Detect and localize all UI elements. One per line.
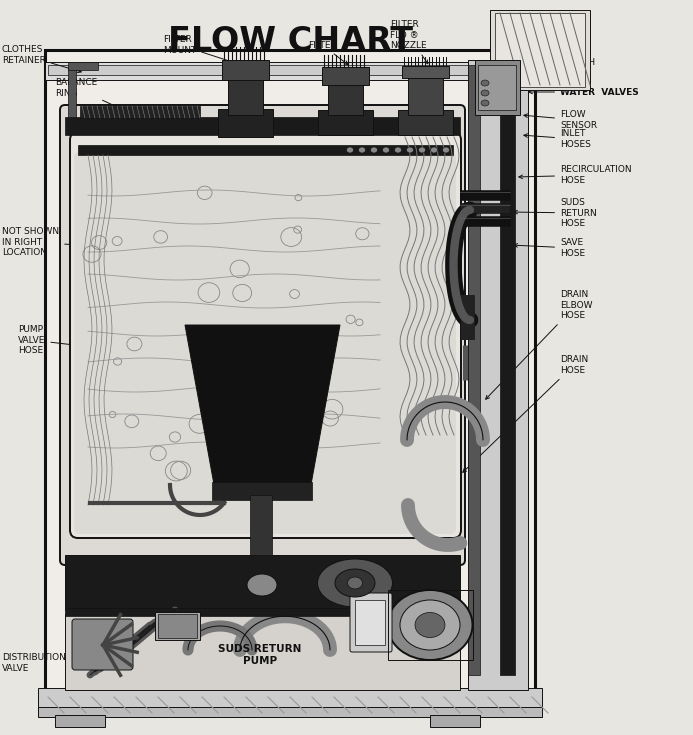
Bar <box>228 75 263 115</box>
Text: FILTER: FILTER <box>308 40 348 65</box>
Bar <box>495 13 585 87</box>
Ellipse shape <box>415 612 445 637</box>
Ellipse shape <box>347 577 362 589</box>
Ellipse shape <box>419 147 426 153</box>
Bar <box>475 60 520 115</box>
Bar <box>38 688 542 710</box>
Text: DIAPHRAGM
VALVE: DIAPHRAGM VALVE <box>110 617 174 637</box>
Ellipse shape <box>481 90 489 96</box>
Bar <box>430 715 480 727</box>
Bar <box>490 10 590 90</box>
Bar <box>55 715 105 727</box>
Text: SAVE
HOSE: SAVE HOSE <box>514 238 585 258</box>
Bar <box>65 608 460 616</box>
Text: BALANCE
RING: BALANCE RING <box>55 79 127 112</box>
Text: SUDS
RETURN
HOSE: SUDS RETURN HOSE <box>514 198 597 228</box>
Bar <box>398 110 453 135</box>
Bar <box>500 65 515 675</box>
Text: INLET
HOSES: INLET HOSES <box>524 129 591 148</box>
Bar <box>478 65 516 110</box>
Text: RECIRCULATION
HOSE: RECIRCULATION HOSE <box>519 165 631 184</box>
Ellipse shape <box>317 559 392 607</box>
Bar <box>388 590 473 660</box>
FancyBboxPatch shape <box>350 593 392 652</box>
Text: FILTER
MOUNT: FILTER MOUNT <box>163 35 245 66</box>
Text: CLOTHES
RETAINER: CLOTHES RETAINER <box>2 46 81 73</box>
Ellipse shape <box>481 80 489 86</box>
Bar <box>65 117 460 135</box>
Ellipse shape <box>371 147 378 153</box>
Bar <box>45 62 535 80</box>
Text: FLOW
SWITCH: FLOW SWITCH <box>532 47 595 67</box>
Ellipse shape <box>400 600 460 650</box>
Text: DRAIN
ELBOW
HOSE: DRAIN ELBOW HOSE <box>486 290 593 399</box>
Bar <box>402 66 449 78</box>
Text: FILTER
FLO ®
NOZZLE: FILTER FLO ® NOZZLE <box>390 20 428 64</box>
Text: DISTRIBUTION
VALVE: DISTRIBUTION VALVE <box>2 653 76 673</box>
Bar <box>48 65 532 75</box>
Bar <box>212 482 312 500</box>
Ellipse shape <box>443 147 450 153</box>
Ellipse shape <box>387 590 473 660</box>
Bar <box>468 65 480 675</box>
Bar <box>250 495 272 555</box>
Bar <box>328 80 363 115</box>
Polygon shape <box>460 190 510 200</box>
Bar <box>218 109 273 137</box>
FancyBboxPatch shape <box>70 132 461 538</box>
Bar <box>65 614 460 690</box>
Polygon shape <box>185 325 340 490</box>
Text: NOT SHOWN
IN RIGHT
LOCATION: NOT SHOWN IN RIGHT LOCATION <box>2 227 156 257</box>
Bar <box>318 110 373 135</box>
Ellipse shape <box>346 147 353 153</box>
Bar <box>68 62 98 70</box>
Ellipse shape <box>481 100 489 106</box>
Bar <box>222 60 269 80</box>
Bar <box>78 145 453 155</box>
Ellipse shape <box>358 147 365 153</box>
Text: FLOW CHART: FLOW CHART <box>168 25 412 58</box>
Polygon shape <box>460 216 510 226</box>
FancyBboxPatch shape <box>74 152 456 534</box>
Text: DRAIN
HOSE: DRAIN HOSE <box>463 355 588 473</box>
FancyBboxPatch shape <box>72 619 133 670</box>
Bar <box>68 67 76 117</box>
Bar <box>355 600 385 645</box>
Bar <box>408 75 443 115</box>
Ellipse shape <box>394 147 401 153</box>
Bar <box>38 707 542 717</box>
Bar <box>45 50 535 705</box>
Ellipse shape <box>430 147 437 153</box>
Bar <box>468 60 528 690</box>
Bar <box>80 106 200 118</box>
Bar <box>158 614 197 638</box>
Text: FLOW
SENSOR: FLOW SENSOR <box>524 110 597 129</box>
Ellipse shape <box>407 147 414 153</box>
Text: SUDS RETURN
PUMP: SUDS RETURN PUMP <box>175 595 256 615</box>
Text: TWO
WAY
PUMP: TWO WAY PUMP <box>322 340 352 370</box>
Bar <box>65 555 460 610</box>
Bar <box>155 612 200 640</box>
FancyBboxPatch shape <box>60 105 465 565</box>
Ellipse shape <box>247 574 277 596</box>
Polygon shape <box>460 203 510 213</box>
Bar <box>322 67 369 85</box>
Ellipse shape <box>383 147 389 153</box>
Text: PUMP
VALVE
HOSE: PUMP VALVE HOSE <box>18 325 156 356</box>
Ellipse shape <box>335 569 375 597</box>
Text: SUDS RETURN
PUMP: SUDS RETURN PUMP <box>218 644 301 666</box>
Text: WATER  VALVES: WATER VALVES <box>529 87 639 96</box>
